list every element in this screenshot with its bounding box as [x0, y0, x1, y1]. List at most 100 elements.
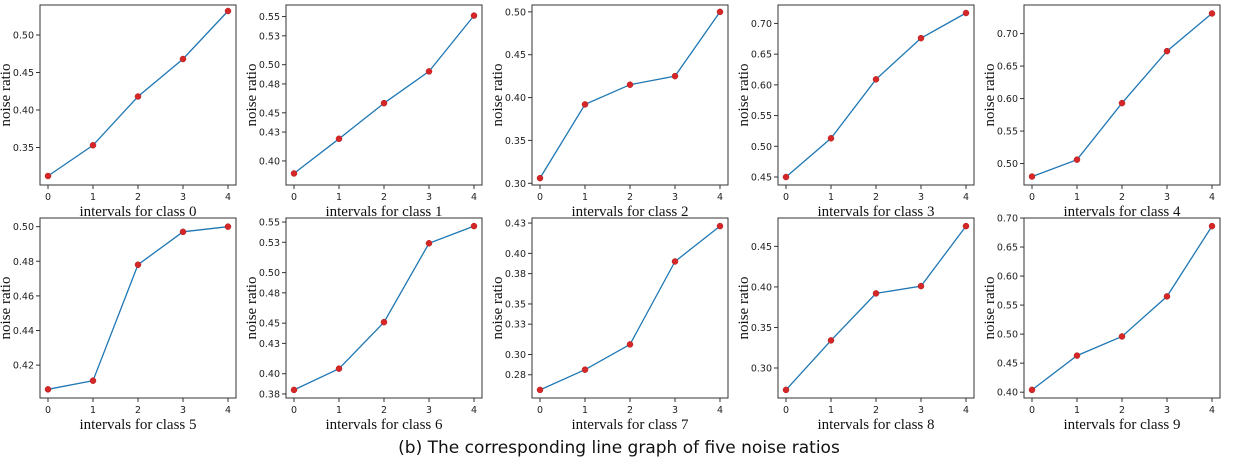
x-tick-label: 2: [873, 405, 879, 416]
subplot-class-5: 0.42 0.44 0.46 0.48 0.50 0 1 2 3 4 intervals for c…: [0, 217, 237, 433]
x-tick-label: 4: [717, 192, 723, 203]
y-tick-label: 0.43: [505, 219, 526, 230]
y-tick-label: 0.65: [997, 62, 1018, 73]
x-tick-label: 4: [225, 405, 231, 416]
y-tick-label: 0.55: [259, 218, 280, 229]
x-tick-label: 1: [90, 405, 96, 416]
y-tick-label: 0.44: [13, 326, 34, 337]
x-tick-label: 3: [1164, 405, 1170, 416]
x-axis-label: intervals for class 7: [571, 417, 689, 433]
y-tick-label: 0.45: [259, 319, 280, 330]
x-tick-label: 1: [828, 405, 834, 416]
subplot-class-9: 0.40 0.45 0.50 0.55 0.60 0.65 0.70 0 1 2 3 4 interva…: [982, 214, 1221, 433]
y-tick-label: 0.70: [751, 19, 772, 30]
y-tick-label: 0.65: [997, 243, 1018, 254]
y-tick-label: 0.55: [751, 111, 772, 122]
y-axis-label: noise ratio: [982, 277, 998, 340]
x-tick-label: 4: [717, 405, 723, 416]
y-tick-label: 0.30: [505, 350, 526, 361]
x-tick-label: 1: [828, 192, 834, 203]
y-tick-label: 0.38: [259, 389, 280, 400]
y-tick-label: 0.43: [259, 128, 280, 139]
y-tick-label: 0.43: [259, 339, 280, 350]
x-tick-label: 4: [963, 405, 969, 416]
x-tick-label: 2: [1119, 192, 1125, 203]
x-axis-label: intervals for class 1: [325, 204, 442, 220]
data-point: [581, 101, 589, 108]
x-axis-label: intervals for class 4: [1063, 204, 1181, 220]
x-tick-label: 0: [537, 192, 543, 203]
subplot-class-6: 0.38 0.40 0.43 0.45 0.48 0.50 0.53 0.55 0 1 2 3 4 int…: [244, 217, 483, 433]
plot-frame: [777, 217, 975, 399]
data-point: [179, 228, 187, 236]
subplot-class-3: 0.45 0.50 0.55 0.60 0.65 0.70 0 1 2 3 4 intervals f…: [736, 4, 975, 220]
data-point: [290, 386, 298, 394]
y-tick-label: 0.35: [505, 299, 526, 310]
data-point: [716, 222, 724, 230]
x-tick-label: 2: [135, 192, 141, 203]
y-tick-label: 0.50: [13, 31, 34, 42]
data-point: [1208, 10, 1216, 17]
data-point: [536, 386, 544, 394]
x-tick-label: 4: [471, 405, 477, 416]
subplot-class-2: 0.30 0.35 0.40 0.45 0.50 0 1 2 3 4 intervals for c…: [490, 4, 729, 220]
y-axis-label: noise ratio: [736, 277, 752, 340]
y-tick-label: 0.60: [997, 94, 1018, 105]
x-tick-label: 0: [1029, 405, 1035, 416]
x-tick-label: 1: [1074, 192, 1080, 203]
data-point: [44, 172, 52, 180]
data-point: [89, 142, 97, 149]
data-point: [1118, 99, 1126, 107]
data-point: [917, 282, 925, 290]
y-axis-label: noise ratio: [244, 277, 260, 340]
y-tick-label: 0.50: [751, 142, 772, 153]
x-tick-label: 3: [672, 192, 678, 203]
plot-frame: [531, 217, 729, 399]
x-tick-label: 0: [291, 405, 297, 416]
y-tick-label: 0.40: [13, 106, 34, 117]
data-point: [134, 93, 142, 100]
series-line: [1031, 225, 1213, 391]
x-tick-label: 3: [180, 405, 186, 416]
data-point: [962, 222, 970, 230]
y-axis-label: noise ratio: [0, 277, 14, 340]
plot-frame: [39, 217, 237, 399]
x-tick-label: 3: [426, 405, 432, 416]
y-axis-label: noise ratio: [982, 64, 998, 127]
y-tick-label: 0.28: [505, 370, 526, 381]
data-point: [827, 135, 835, 142]
data-point: [425, 68, 433, 75]
y-tick-label: 0.55: [259, 12, 280, 23]
x-tick-label: 4: [471, 192, 477, 203]
subplot-class-1: 0.40 0.43 0.45 0.48 0.50 0.53 0.55 0 1 2 3 4 interva…: [244, 4, 483, 220]
x-tick-label: 3: [426, 192, 432, 203]
x-tick-label: 2: [627, 192, 633, 203]
series-line: [785, 225, 967, 391]
x-tick-label: 0: [537, 405, 543, 416]
y-tick-label: 0.53: [259, 31, 280, 42]
y-tick-label: 0.48: [13, 257, 34, 268]
x-tick-label: 0: [1029, 192, 1035, 203]
data-point: [626, 341, 634, 348]
y-axis-label: noise ratio: [490, 64, 506, 127]
x-axis-label: intervals for class 0: [79, 204, 196, 220]
subplot-class-7: 0.28 0.30 0.33 0.35 0.38 0.40 0.43 0 1 2 3 4 interva…: [490, 217, 729, 433]
data-point: [536, 174, 544, 182]
y-tick-label: 0.33: [505, 320, 526, 331]
data-point: [1118, 333, 1126, 340]
data-point: [1073, 156, 1081, 163]
data-point: [626, 81, 634, 88]
x-tick-label: 0: [45, 192, 51, 203]
x-tick-label: 2: [135, 405, 141, 416]
data-point: [1028, 173, 1036, 180]
data-point: [1163, 47, 1171, 55]
data-point: [581, 366, 589, 373]
x-tick-label: 0: [783, 192, 789, 203]
y-tick-label: 0.45: [997, 359, 1018, 370]
y-tick-label: 0.70: [997, 29, 1018, 40]
data-point: [917, 34, 925, 42]
x-tick-label: 1: [1074, 405, 1080, 416]
x-tick-label: 3: [918, 192, 924, 203]
x-tick-label: 3: [1164, 192, 1170, 203]
data-point: [179, 55, 187, 63]
